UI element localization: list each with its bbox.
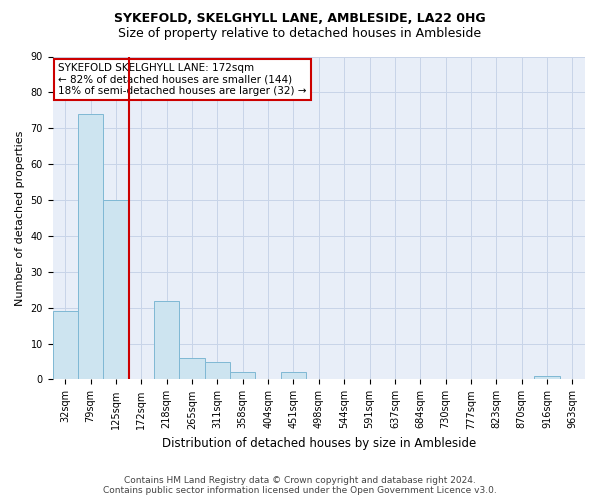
Bar <box>179 358 205 380</box>
Bar <box>281 372 306 380</box>
X-axis label: Distribution of detached houses by size in Ambleside: Distribution of detached houses by size … <box>162 437 476 450</box>
Bar <box>535 376 560 380</box>
Bar <box>205 362 230 380</box>
Bar <box>154 300 179 380</box>
Text: Size of property relative to detached houses in Ambleside: Size of property relative to detached ho… <box>118 28 482 40</box>
Y-axis label: Number of detached properties: Number of detached properties <box>15 130 25 306</box>
Bar <box>78 114 103 380</box>
Text: Contains HM Land Registry data © Crown copyright and database right 2024.
Contai: Contains HM Land Registry data © Crown c… <box>103 476 497 495</box>
Text: SYKEFOLD, SKELGHYLL LANE, AMBLESIDE, LA22 0HG: SYKEFOLD, SKELGHYLL LANE, AMBLESIDE, LA2… <box>114 12 486 26</box>
Text: SYKEFOLD SKELGHYLL LANE: 172sqm
← 82% of detached houses are smaller (144)
18% o: SYKEFOLD SKELGHYLL LANE: 172sqm ← 82% of… <box>58 63 307 96</box>
Bar <box>230 372 256 380</box>
Bar <box>53 312 78 380</box>
Bar <box>103 200 129 380</box>
